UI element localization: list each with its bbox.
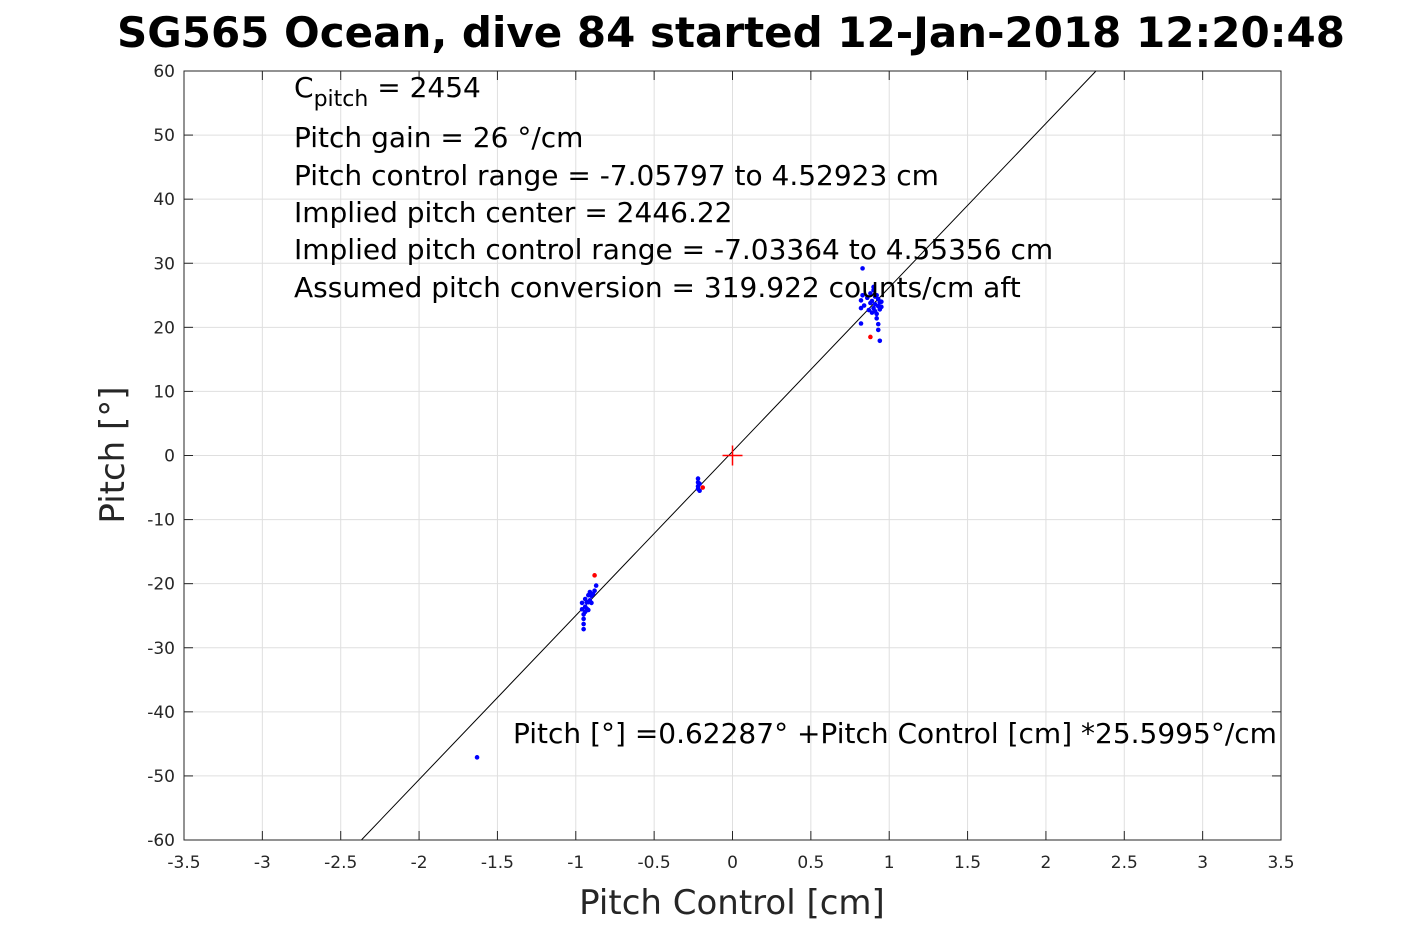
y-tick-label: -40 [147,703,175,723]
data-points [474,266,884,760]
x-tick-label: -1.5 [481,853,514,873]
assumed-pitch-conversion-annotation: Assumed pitch conversion = 319.922 count… [294,271,1021,304]
data-point [858,305,864,311]
data-point [586,607,591,613]
x-tick-label: 0 [727,853,738,873]
data-point [581,621,586,627]
x-tick-label: 0.5 [797,853,824,873]
data-point [579,600,585,606]
chart-title: SG565 Ocean, dive 84 started 12-Jan-2018… [117,8,1345,57]
y-axis-label: Pitch [°] [93,386,133,523]
grid-lines [183,70,1282,841]
data-point [874,316,879,321]
data-point [869,298,875,304]
x-axis-label: Pitch Control [cm] [579,883,885,923]
y-tick-label: 0 [164,447,175,467]
c-pitch-value: = 2454 [368,71,481,104]
data-point [875,321,881,327]
implied-pitch-control-range-annotation: Implied pitch control range = -7.03364 t… [294,233,1053,266]
x-tick-label: 3 [1197,853,1208,873]
x-tick-label: -2 [411,853,428,873]
y-tick-label: 10 [153,382,175,402]
data-point [593,583,599,588]
x-tick-label: -3 [254,853,271,873]
data-point [868,291,873,296]
data-point [858,321,864,326]
x-tick-label: -2.5 [324,853,357,873]
x-tick-label: 1.5 [954,853,981,873]
data-point [871,284,876,290]
x-tick-label: 1 [884,853,895,873]
data-point [875,327,881,333]
x-tick-label: -3.5 [167,853,200,873]
y-tick-label: -10 [147,511,175,531]
data-point [860,266,865,271]
y-tick-label: 40 [153,190,175,210]
data-point [860,292,865,298]
pitch-control-range-annotation: Pitch control range = -7.05797 to 4.5292… [294,159,939,192]
data-point [592,588,597,594]
data-point [581,626,586,632]
data-point [589,600,594,606]
x-tick-label: -0.5 [638,853,671,873]
data-point [697,488,702,494]
data-point [879,304,884,310]
y-tick-label: -60 [147,831,175,851]
data-point [874,292,879,298]
c-pitch-subscript: pitch [314,87,369,112]
y-tick-label: 30 [153,254,175,274]
c-pitch-annotation: Cpitch = 2454 [294,71,481,112]
data-point [858,298,864,303]
data-point [700,485,706,490]
y-tick-label: -20 [147,575,175,595]
data-point [874,311,879,317]
data-point [592,573,597,578]
x-tick-label: -1 [567,853,584,873]
center-marker-group [722,445,743,466]
data-point [695,476,701,481]
data-point [864,295,870,301]
data-point [868,334,873,340]
data-point [581,616,586,622]
y-tick-label: 60 [153,62,175,82]
y-tick-label: 50 [153,126,175,146]
data-point [877,338,883,344]
data-point [474,755,480,760]
c-pitch-symbol: C [294,71,314,104]
annotation-block: Cpitch = 2454 Pitch gain = 26 °/cm Pitch… [294,71,1053,304]
pitch-gain-annotation: Pitch gain = 26 °/cm [294,121,583,154]
x-tick-label: 2.5 [1111,853,1138,873]
data-point [861,303,867,308]
x-tick-label: 2 [1041,853,1052,873]
x-axis-ticks: -3.5 -3 -2.5 -2 -1.5 -1 -0.5 0 0.5 1 1.5 2 2.5 3 3.5 [167,71,1295,873]
implied-pitch-center-annotation: Implied pitch center = 2446.22 [294,196,732,229]
data-point [579,607,585,612]
y-tick-label: -50 [147,767,175,787]
data-point [697,481,702,486]
y-tick-label: -30 [147,639,175,659]
x-tick-label: 3.5 [1267,853,1294,873]
fit-equation-annotation: Pitch [°] =0.62287° +Pitch Control [cm] … [513,717,1277,750]
data-point [879,299,884,305]
data-point [866,307,872,313]
y-axis-ticks: -60 -50 -40 -30 -20 -10 0 10 20 30 40 50 60 [147,62,1281,851]
data-point [871,287,876,293]
y-tick-label: 20 [153,318,175,338]
